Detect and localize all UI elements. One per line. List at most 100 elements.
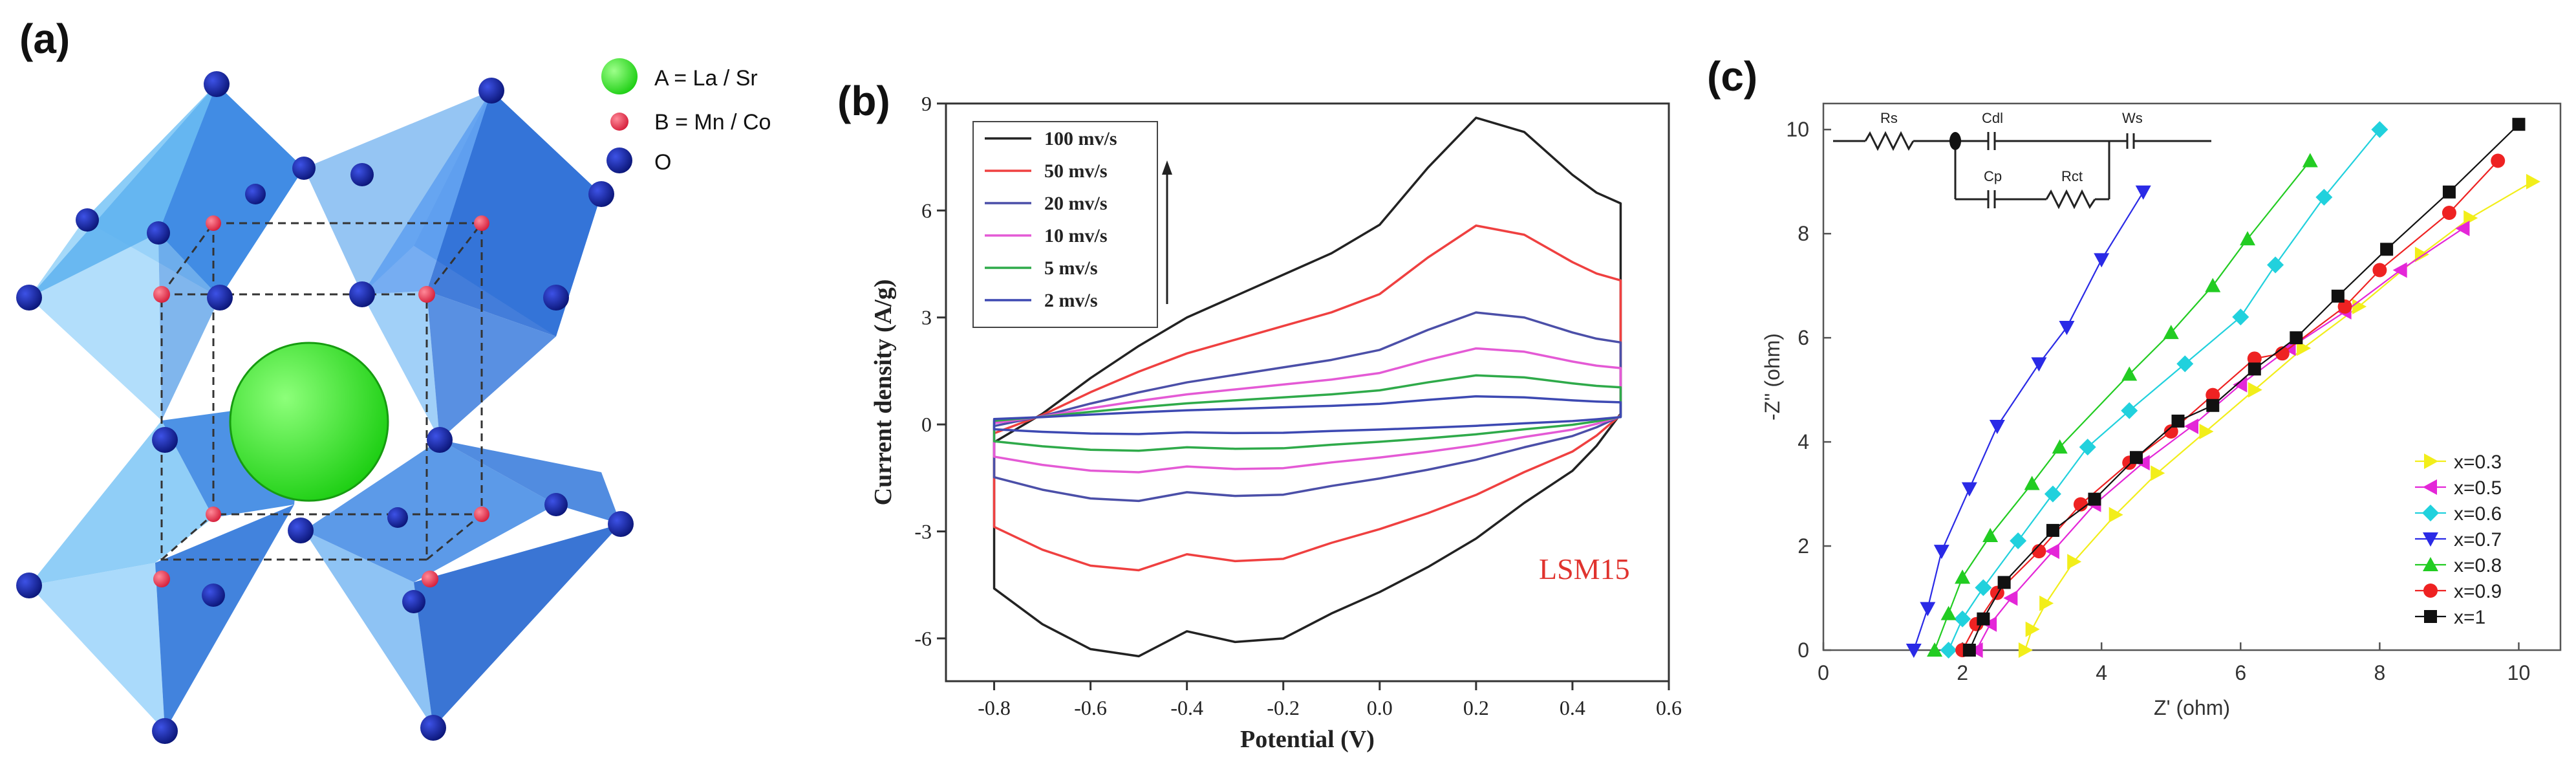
eis-data-point [1927, 642, 1943, 657]
eis-data-point [2176, 355, 2194, 373]
eis-series-line-2 [1948, 129, 2381, 651]
eis-data-point [2267, 256, 2284, 274]
eis-y-axis-label: -Z'' (ohm) [1761, 333, 1784, 420]
eis-data-point [2463, 210, 2478, 226]
octahedron-face [29, 233, 162, 420]
o-atom [427, 427, 453, 453]
octahedron-face [427, 291, 556, 440]
cv-y-tick-label: 9 [921, 92, 932, 115]
eis-data-point [2491, 153, 2506, 168]
eis-legend-swatch-marker [2424, 453, 2438, 469]
eis-data-point [2512, 118, 2526, 131]
eis-data-point [2199, 424, 2214, 439]
eis-legend-swatch-marker [2422, 505, 2439, 521]
o-atom [402, 590, 425, 613]
eis-data-point [2206, 398, 2220, 412]
eis-x-tick-label: 4 [2096, 661, 2107, 684]
cv-legend-box [972, 121, 1158, 328]
eis-x-tick-label: 10 [2507, 661, 2531, 684]
resistor-rs [1864, 131, 1915, 151]
eis-data-point [2372, 263, 2387, 278]
eis-data-point [2059, 321, 2075, 336]
eis-data-point [1905, 644, 1922, 658]
eis-data-point [2151, 465, 2165, 481]
eis-data-point [2232, 308, 2249, 325]
o-atom [152, 427, 178, 453]
cv-x-tick-label: -0.6 [1074, 696, 1107, 719]
cv-x-tick-label: -0.8 [978, 696, 1011, 719]
a-site-atom [229, 342, 389, 502]
cv-scan-rate-arrowhead [1162, 160, 1172, 175]
legend-o-label: O [654, 150, 671, 175]
cv-x-tick-label: 0.4 [1560, 696, 1585, 719]
eis-legend-label: x=0.3 [2454, 452, 2502, 473]
eis-data-point [2046, 523, 2059, 537]
eis-series-line-0 [2024, 180, 2533, 651]
o-atom [544, 493, 568, 516]
circuit-node [1949, 132, 1961, 150]
eis-data-point [1954, 610, 1971, 628]
eis-data-point [1940, 642, 1957, 659]
eis-data-point [1961, 482, 1977, 497]
o-atom [152, 718, 178, 744]
eis-x-tick-label: 2 [1957, 661, 1968, 684]
eis-legend-swatch-marker [2423, 557, 2438, 571]
eis-legend-label: x=0.8 [2454, 555, 2502, 576]
o-atom [588, 181, 614, 207]
o-atom [16, 573, 42, 598]
eis-y-tick-label: 2 [1798, 534, 1809, 558]
panel-a: (a) [16, 16, 771, 744]
cv-legend-label: 5 mv/s [1044, 257, 1098, 279]
b-site-atoms [153, 215, 489, 587]
eis-plot-frame [1822, 102, 2562, 651]
o-atom [608, 511, 634, 537]
eis-x-tick-label: 0 [1818, 661, 1829, 684]
panel-c-label: (c) [1707, 53, 1757, 100]
cv-y-tick-label: -3 [914, 519, 932, 543]
eis-data-point [2024, 475, 2040, 490]
eis-data-point [2371, 121, 2388, 138]
octahedron-face [304, 440, 556, 582]
octahedron-face [414, 524, 621, 728]
eis-data-point [1989, 419, 2005, 434]
cv-y-tick-label: -6 [914, 627, 932, 650]
eis-x-axis-label: Z' (ohm) [2154, 696, 2230, 719]
equivalent-circuit [1833, 131, 2211, 210]
resistor-rct [2045, 189, 2096, 210]
cv-legend-label: 100 mv/s [1044, 128, 1117, 149]
eis-data-point [2039, 595, 2054, 611]
eis-series-line-5 [1962, 160, 2499, 651]
panel-a-label: (a) [19, 16, 70, 62]
cv-legend-label: 20 mv/s [1044, 193, 1108, 214]
eis-data-point [2044, 485, 2061, 503]
eis-data-point [2163, 325, 2179, 340]
eis-data-point [2233, 377, 2248, 393]
o-atom [76, 208, 99, 232]
o-atom [349, 281, 375, 307]
o-atom [147, 221, 170, 245]
eis-data-point [2184, 418, 2198, 434]
eis-data-point [2109, 507, 2123, 523]
eis-data-point [2129, 451, 2143, 464]
legend-o-marker [606, 147, 632, 173]
o-atom [350, 163, 374, 186]
eis-data-point [2331, 289, 2345, 303]
cv-x-tick-label: 0.0 [1367, 696, 1393, 719]
eis-data-point [1920, 602, 1936, 617]
cv-x-tick-label: 0.6 [1656, 696, 1682, 719]
eis-chart: 0 2 4 6 8 10 0 2 4 6 8 10 Z' (ohm) -Z'' (ohm) x=0.3 x=0… [1761, 102, 2562, 719]
panel-b: (b) -0.8 -0.6 -0.4 -0.2 0.0 0.2 0.4 0.6 -6 -3 0 3 6 9… [837, 78, 1682, 753]
cv-legend-label: 2 mv/s [1044, 290, 1098, 311]
octahedron-face [362, 291, 440, 440]
eis-y-tick-label: 6 [1798, 326, 1809, 349]
eis-data-point [2073, 497, 2088, 512]
o-atom [292, 157, 316, 180]
eis-y-tick-label: 4 [1798, 430, 1809, 453]
eis-legend-label: x=0.5 [2454, 477, 2502, 499]
legend-a-site-label: A = La / Sr [654, 66, 758, 91]
eis-series-line-6 [1968, 124, 2520, 651]
cv-chart: -0.8 -0.6 -0.4 -0.2 0.0 0.2 0.4 0.6 -6 -3 0 3 6 9 Pote… [870, 92, 1682, 753]
cv-sample-annotation: LSM15 [1539, 552, 1630, 585]
eis-data-point [2337, 299, 2352, 314]
o-atom [543, 285, 569, 311]
